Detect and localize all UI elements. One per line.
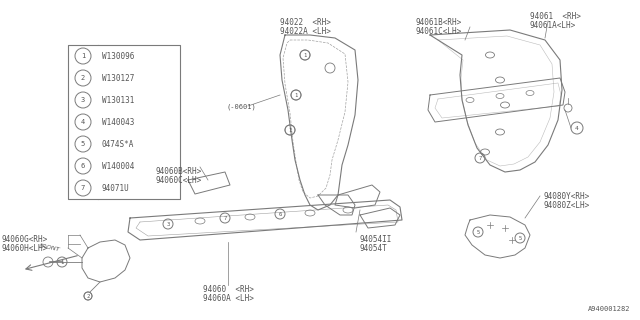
Text: 1: 1 [303, 52, 307, 58]
Text: (-0601): (-0601) [226, 103, 256, 109]
Text: 1: 1 [60, 260, 63, 265]
Text: 3: 3 [166, 221, 170, 227]
Text: 5: 5 [476, 229, 479, 235]
Text: 94060H<LH>: 94060H<LH> [2, 244, 48, 253]
Text: 7: 7 [223, 215, 227, 220]
Text: FRONT: FRONT [39, 243, 61, 252]
Text: 2: 2 [81, 75, 85, 81]
Text: 94060B<RH>: 94060B<RH> [155, 167, 201, 176]
Text: 94061A<LH>: 94061A<LH> [530, 21, 576, 30]
Text: 94080Z<LH>: 94080Z<LH> [543, 201, 589, 210]
Text: W140004: W140004 [102, 162, 134, 171]
Text: 6: 6 [278, 212, 282, 217]
Text: 94061  <RH>: 94061 <RH> [530, 12, 581, 21]
Text: 1: 1 [294, 92, 298, 98]
Text: A940001282: A940001282 [588, 306, 630, 312]
Text: 0474S*A: 0474S*A [102, 140, 134, 148]
Text: 5: 5 [518, 236, 522, 241]
Text: 7: 7 [478, 156, 482, 161]
Text: 2: 2 [86, 293, 90, 299]
Text: 94071U: 94071U [102, 183, 130, 193]
Text: 5: 5 [81, 141, 85, 147]
Text: 4: 4 [575, 125, 579, 131]
Text: 94022  <RH>: 94022 <RH> [280, 18, 330, 27]
Text: 94022A <LH>: 94022A <LH> [280, 27, 330, 36]
Text: 1: 1 [289, 127, 292, 132]
Text: 94054T: 94054T [360, 244, 388, 253]
Text: W130127: W130127 [102, 74, 134, 83]
Text: 7: 7 [81, 185, 85, 191]
Text: 3: 3 [81, 97, 85, 103]
Text: 4: 4 [81, 119, 85, 125]
Text: W140043: W140043 [102, 117, 134, 126]
Text: 94060  <RH>: 94060 <RH> [203, 285, 253, 294]
Text: 94054II: 94054II [360, 235, 392, 244]
Text: 94060A <LH>: 94060A <LH> [203, 294, 253, 303]
Text: W130096: W130096 [102, 52, 134, 60]
Text: 94061C<LH>: 94061C<LH> [415, 27, 461, 36]
Text: 94060G<RH>: 94060G<RH> [2, 235, 48, 244]
Text: 94060C<LH>: 94060C<LH> [155, 176, 201, 185]
Text: W130131: W130131 [102, 95, 134, 105]
Text: 94061B<RH>: 94061B<RH> [415, 18, 461, 27]
Text: 6: 6 [81, 163, 85, 169]
Bar [68, 45, 180, 199]
Text: 1: 1 [81, 53, 85, 59]
Text: 94080Y<RH>: 94080Y<RH> [543, 192, 589, 201]
